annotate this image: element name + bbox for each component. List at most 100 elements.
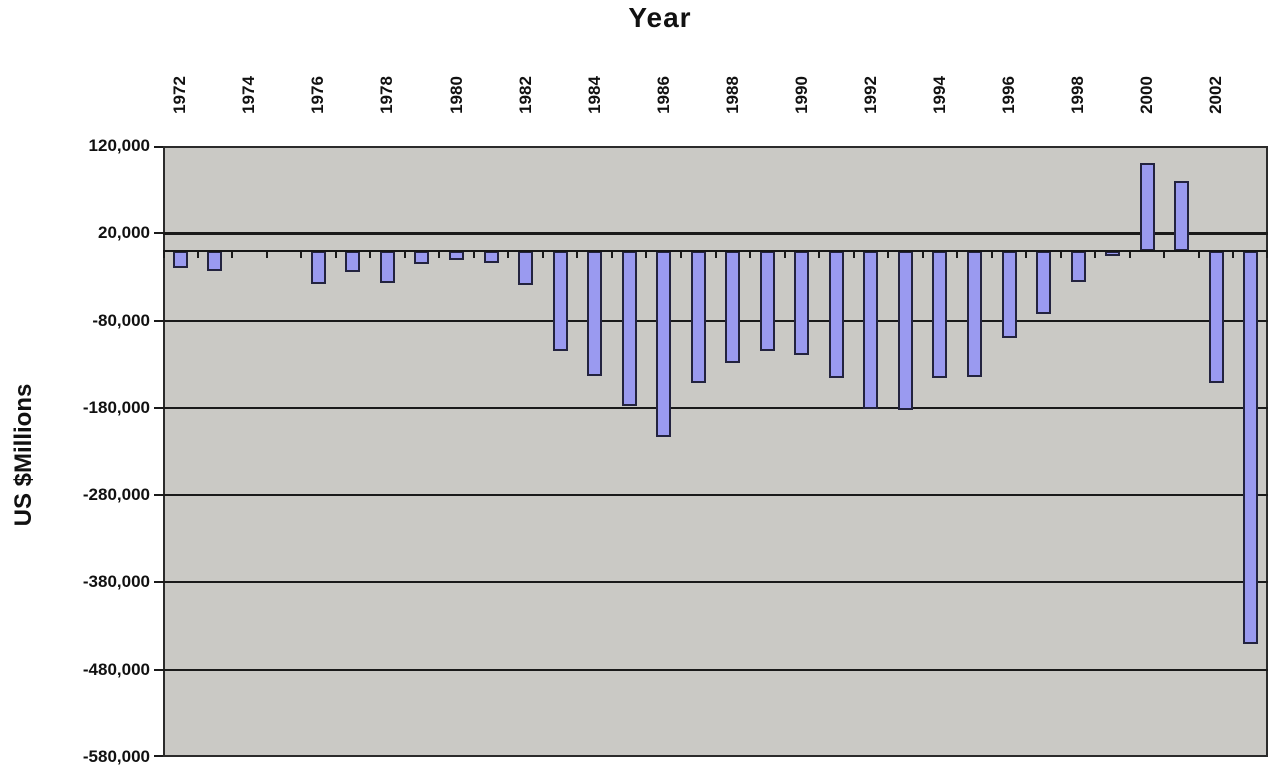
x-tick-label-1986: 1986 [653,76,673,114]
category-tick [1025,251,1028,258]
x-tick-label-1998: 1998 [1068,76,1088,114]
bar-1985 [621,250,637,407]
category-tick [818,251,821,258]
y-axis-tick [154,146,163,148]
x-tick-label-1982: 1982 [515,76,535,114]
category-tick [403,251,406,258]
gridline--380000 [163,581,1268,584]
bar-1982 [518,250,534,285]
x-tick-label-2000: 2000 [1137,76,1157,114]
category-tick [1197,251,1200,258]
y-tick-label-20000: 20,000 [98,223,150,243]
bar-1976 [310,250,326,284]
category-tick [1059,251,1062,258]
x-tick-label-1994: 1994 [929,76,949,114]
category-tick [163,251,165,258]
plot-area [163,146,1268,757]
category-tick [679,251,682,258]
bar-1990 [794,250,810,355]
gridline--80000 [163,319,1268,322]
bar-2001 [1174,180,1190,251]
bar-1995 [966,250,982,378]
bar-1972 [172,250,188,269]
category-tick [300,251,303,258]
category-tick [956,251,959,258]
x-tick-label-1976: 1976 [308,76,328,114]
bar-1979 [414,250,430,264]
x-tick-label-1980: 1980 [446,76,466,114]
category-tick [541,251,544,258]
y-axis-tick [154,581,163,584]
bar-2003 [1243,250,1259,644]
category-tick [714,251,717,258]
bar-1981 [483,250,499,263]
category-tick [334,251,337,258]
bar-1989 [759,250,775,352]
bar-1980 [449,250,465,261]
x-tick-label-1990: 1990 [791,76,811,114]
gridline--180000 [163,406,1268,409]
x-tick-label-1988: 1988 [722,76,742,114]
y-axis-tick [154,494,163,497]
bar-1987 [690,250,706,384]
category-tick [921,251,924,258]
category-tick [610,251,613,258]
bar-1998 [1070,250,1086,283]
bar-1984 [587,250,603,377]
category-tick [749,251,752,258]
y-axis-tick [154,406,163,409]
x-tick-label-2002: 2002 [1206,76,1226,114]
category-tick [887,251,890,258]
y-tick-label--580000: -580,000 [82,747,150,766]
category-tick [1266,251,1268,258]
category-tick [645,251,648,258]
bar-1977 [345,250,361,272]
y-tick-label--480000: -480,000 [82,659,150,679]
bar-1997 [1036,250,1052,314]
y-axis-tick [154,755,163,757]
bar-1992 [863,250,879,409]
bar-1973 [207,250,223,271]
bar-1983 [552,250,568,352]
category-tick [507,251,510,258]
x-tick-label-1996: 1996 [999,76,1019,114]
y-tick-label--180000: -180,000 [82,397,150,417]
category-tick [196,251,199,258]
category-tick [472,251,475,258]
x-tick-label-1984: 1984 [584,76,604,114]
category-tick [231,251,234,258]
category-tick [576,251,579,258]
category-tick [1163,251,1166,258]
bar-2002 [1208,250,1224,384]
bar-1993 [897,250,913,410]
category-tick [369,251,372,258]
gridline--480000 [163,668,1268,671]
category-tick [852,251,855,258]
bar-1994 [932,250,948,379]
category-tick [265,251,268,258]
chart-title: Year [628,2,692,33]
y-tick-label--280000: -280,000 [82,485,150,505]
bar-1996 [1001,250,1017,339]
bar-1986 [656,250,672,437]
x-tick-label-1972: 1972 [170,76,190,114]
bar-1978 [379,250,395,284]
gridline-20000 [163,231,1268,235]
zero-axis-line [163,249,1268,252]
category-tick [1232,251,1235,258]
x-tick-label-1992: 1992 [860,76,880,114]
category-tick [1094,251,1097,258]
bar-1991 [828,250,844,379]
y-axis-tick [154,232,163,235]
category-tick [990,251,993,258]
y-axis-tick [154,668,163,671]
y-tick-label--380000: -380,000 [82,572,150,592]
y-tick-label--80000: -80,000 [92,310,150,330]
x-tick-label-1974: 1974 [239,76,259,114]
y-tick-label-120000: 120,000 [88,136,150,155]
category-tick [438,251,441,258]
y-axis-tick [154,319,163,322]
category-tick [1128,251,1131,258]
y-axis-title: US $Millions [10,383,37,527]
